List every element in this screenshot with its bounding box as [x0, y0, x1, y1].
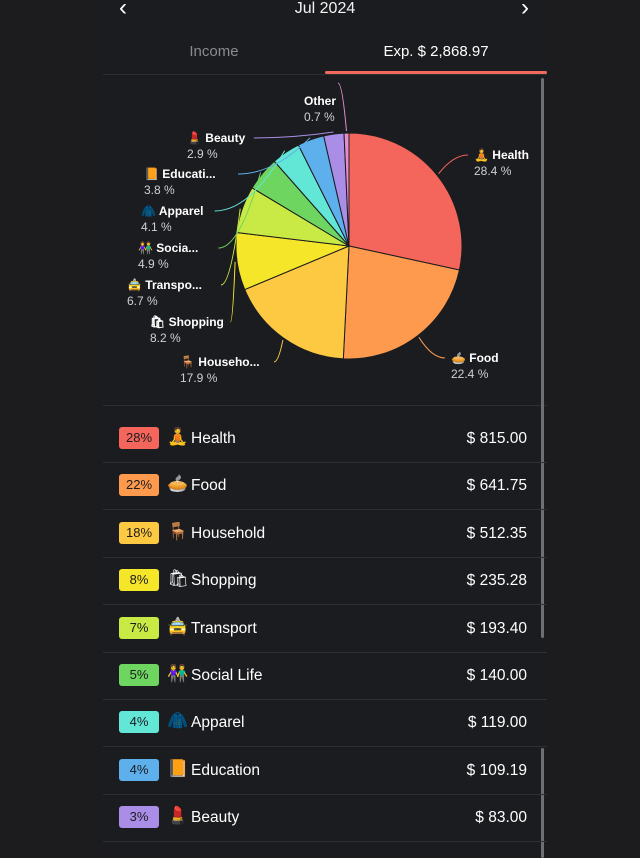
- chevron-left-icon[interactable]: ‹: [119, 0, 127, 21]
- category-label: Apparel: [191, 714, 245, 732]
- slice-label-percent: 3.8 %: [144, 183, 175, 197]
- leader-line: [218, 172, 262, 249]
- left-margin: [0, 0, 103, 855]
- list-item[interactable]: 4% 📙 Education $ 109.19: [103, 747, 547, 795]
- category-label: Beauty: [191, 809, 240, 827]
- percent-badge: 22%: [119, 474, 159, 497]
- slice-label-name: 👫 Socia...: [138, 241, 198, 255]
- slice-label-name: 🪑 Househo...: [180, 355, 260, 369]
- list-item[interactable]: 18% 🪑 Household $ 512.35: [103, 510, 547, 558]
- list-item[interactable]: 22% 🥧 Food $ 641.75: [103, 462, 547, 511]
- active-tab-indicator: [325, 71, 547, 74]
- percent-badge: 4%: [119, 758, 159, 781]
- slice-label-percent: 17.9 %: [180, 371, 218, 385]
- category-icon: 🪑: [167, 521, 189, 541]
- slice-label-name: 📙 Educati...: [144, 167, 216, 181]
- chevron-right-icon[interactable]: ›: [521, 0, 529, 21]
- category-amount: $ 83.00: [475, 809, 527, 827]
- slice-label-percent: 4.9 %: [138, 257, 169, 271]
- list-item[interactable]: 28% 🧘 Health $ 815.00: [103, 415, 547, 463]
- tab-income[interactable]: Income: [189, 43, 239, 60]
- app-screen: ‹ Jul 2024 › Income Exp. $ 2,868.97 🧘 He…: [103, 0, 547, 858]
- pie-chart-panel: 🧘 Health 28.4 % 🥧 Food 22.4 % 🪑 Househo... 17…: [103, 75, 547, 406]
- leader-line: [337, 82, 347, 132]
- percent-badge: 5%: [119, 664, 159, 686]
- slice-label-name: Other: [304, 94, 336, 108]
- leader-line: [229, 261, 236, 323]
- leader-line: [220, 208, 241, 286]
- slice-label-name: 💄 Beauty: [187, 130, 246, 145]
- slice-label-percent: 2.9 %: [187, 147, 218, 161]
- category-label: Shopping: [191, 572, 257, 590]
- percent-badge: 28%: [119, 427, 159, 449]
- leader-line: [273, 339, 284, 363]
- slice-label-percent: 6.7 %: [127, 294, 158, 308]
- category-label: Food: [191, 477, 227, 495]
- right-margin: [547, 0, 640, 855]
- category-amount: $ 140.00: [466, 667, 527, 684]
- slice-label-percent: 28.4 %: [474, 164, 512, 178]
- leader-line: [438, 154, 469, 175]
- leader-line: [237, 137, 311, 175]
- category-amount: $ 641.75: [466, 477, 527, 495]
- leader-line: [253, 131, 334, 139]
- slice-label-percent: 8.2 %: [150, 331, 181, 345]
- category-amount: $ 109.19: [466, 761, 527, 779]
- category-icon: 🛍: [167, 569, 189, 589]
- category-amount: $ 512.35: [466, 524, 527, 542]
- tab-bar: Income Exp. $ 2,868.97: [103, 30, 547, 75]
- category-icon: 👫: [167, 664, 189, 683]
- percent-badge: 8%: [119, 569, 159, 592]
- percent-badge: 18%: [119, 521, 159, 544]
- percent-badge: 3%: [119, 806, 159, 829]
- percent-badge: 4%: [119, 711, 159, 734]
- month-navigator: ‹ Jul 2024 ›: [103, 0, 547, 30]
- category-label: Health: [191, 430, 236, 447]
- category-amount: $ 815.00: [466, 430, 527, 447]
- scrollbar-bottom[interactable]: [541, 748, 544, 858]
- pie-slice-household[interactable]: [244, 245, 350, 360]
- list-item[interactable]: 7% 🚖 Transport $ 193.40: [103, 605, 547, 653]
- leader-line: [418, 337, 446, 359]
- category-label: Household: [191, 524, 266, 542]
- category-icon: 🥧: [167, 474, 189, 494]
- slice-label-name: 🛍 Shopping: [150, 315, 224, 329]
- list-item[interactable]: 5% 👫 Social Life $ 140.00: [103, 652, 547, 700]
- slice-label-name: 🚖 Transpo...: [127, 278, 202, 292]
- pie-slice-health[interactable]: [348, 132, 463, 271]
- category-icon: 🧘: [167, 427, 189, 446]
- category-amount: $ 235.28: [466, 572, 527, 590]
- slice-label-name: 🧥 Apparel: [141, 204, 204, 218]
- month-label: Jul 2024: [294, 0, 356, 17]
- list-item[interactable]: 8% 🛍 Shopping $ 235.28: [103, 557, 547, 606]
- category-label: Social Life: [191, 667, 263, 684]
- category-label: Education: [191, 761, 260, 779]
- slice-label-percent: 4.1 %: [141, 220, 172, 234]
- scrollbar-top[interactable]: [541, 78, 544, 638]
- slice-label-name: 🥧 Food: [451, 351, 499, 365]
- percent-badge: 7%: [119, 616, 159, 639]
- list-item[interactable]: 3% 💄 Beauty $ 83.00: [103, 794, 547, 843]
- pie-chart[interactable]: 🧘 Health 28.4 % 🥧 Food 22.4 % 🪑 Househo... 17…: [103, 75, 547, 405]
- category-label: Transport: [191, 619, 257, 637]
- category-icon: 🚖: [167, 616, 189, 636]
- slice-label-name: 🧘 Health: [474, 148, 529, 162]
- list-item[interactable]: 4% 🧥 Apparel $ 119.00: [103, 699, 547, 748]
- category-icon: 📙: [167, 758, 189, 778]
- category-icon: 🧥: [167, 711, 189, 731]
- slice-label-percent: 0.7 %: [304, 110, 335, 124]
- tab-expense[interactable]: Exp. $ 2,868.97: [383, 43, 489, 60]
- pie-slice-other[interactable]: [343, 132, 350, 247]
- pie-slice-food[interactable]: [342, 245, 461, 360]
- category-amount: $ 119.00: [467, 714, 527, 732]
- category-amount: $ 193.40: [466, 619, 527, 637]
- slice-label-percent: 22.4 %: [451, 367, 489, 381]
- category-icon: 💄: [167, 806, 189, 826]
